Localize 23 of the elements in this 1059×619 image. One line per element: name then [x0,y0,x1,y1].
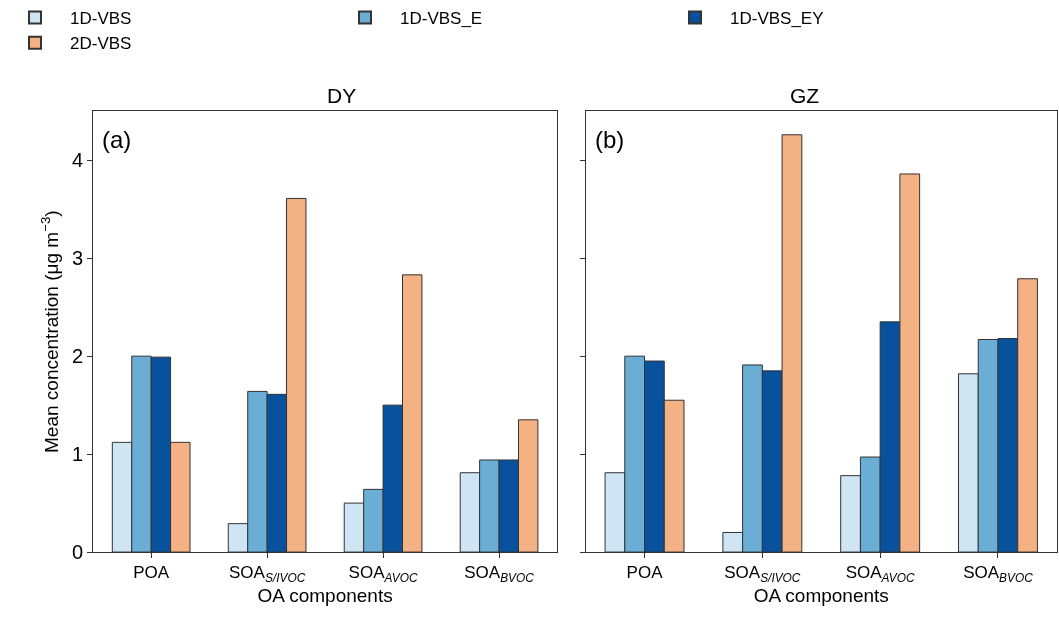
y-tick-label: 1 [72,443,84,466]
chart-title: GZ [790,84,820,107]
y-tick-label: 3 [72,247,84,270]
legend-label: 1D-VBS_E [400,9,483,29]
x-axis-title: OA components [257,585,393,607]
x-tick-label: SOA$_{S/IVOC}$ [229,563,306,586]
y-tick-label: 0 [72,541,84,564]
x-tick-label: SOA$_{S/IVOC}$ [724,563,801,586]
x-tick-label: SOA$_{AVOC}$ [845,563,916,586]
chart-title: DY [327,84,357,107]
x-tick-label: SOA$_{AVOC}$ [348,563,418,586]
x-tick-label: SOA$_{BVOC}$ [464,563,535,586]
legend-label: 1D-VBS [70,9,132,29]
x-tick-label: POA [133,563,170,583]
x-tick-label: SOA$_{BVOC}$ [963,563,1034,586]
x-tick-label: POA [626,563,664,583]
legend-label: 2D-VBS [70,34,132,54]
y-tick-label: 2 [72,345,84,368]
x-axis-title: OA components [753,585,889,607]
annotation: (b) [595,126,625,153]
y-tick-label: 4 [72,149,84,172]
annotation: (a) [102,126,132,153]
legend-label: 1D-VBS_EY [730,9,824,29]
